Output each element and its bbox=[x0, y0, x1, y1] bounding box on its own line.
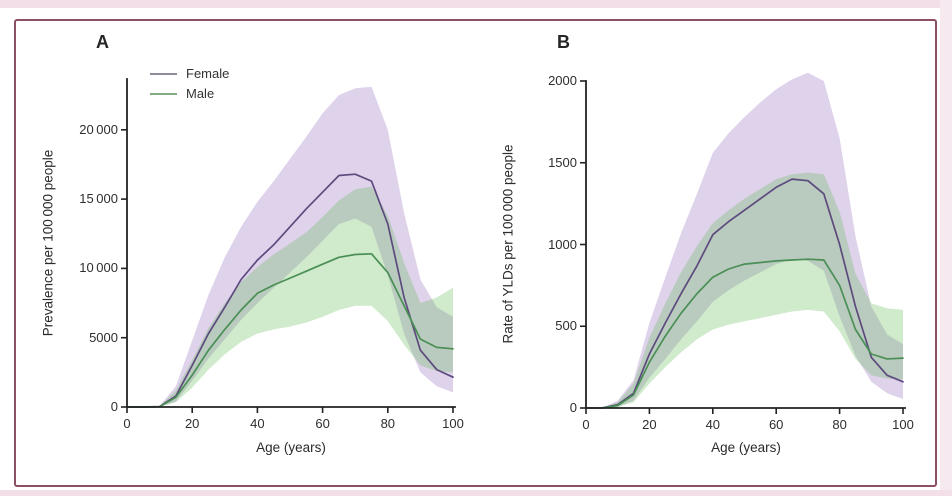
legend-label-male: Male bbox=[186, 86, 215, 101]
x-tick-label: 0 bbox=[582, 417, 590, 432]
panel-b-label: B bbox=[557, 32, 570, 52]
y-tick-label: 0 bbox=[569, 400, 577, 415]
legend: Female Male bbox=[150, 66, 229, 101]
y-tick-label: 20 000 bbox=[79, 121, 118, 137]
y-tick-label: 500 bbox=[555, 318, 577, 334]
female-line-swatch bbox=[150, 72, 177, 75]
panel-a-y-axis-title: Prevalence per 100 000 people bbox=[40, 149, 56, 337]
page-edge-top bbox=[0, 0, 952, 8]
page-edge-right bbox=[940, 0, 952, 496]
x-tick-label: 80 bbox=[380, 416, 396, 431]
panel-a-label: A bbox=[96, 32, 109, 52]
x-tick-label: 60 bbox=[315, 416, 330, 431]
figure-frame bbox=[14, 19, 937, 487]
y-tick-label: 1500 bbox=[548, 154, 577, 170]
legend-item-female: Female bbox=[150, 66, 229, 81]
panel-a-x-axis-title: Age (years) bbox=[256, 440, 326, 455]
x-tick-label: 20 bbox=[642, 417, 657, 432]
x-tick-label: 0 bbox=[123, 416, 131, 431]
page-edge-bottom bbox=[0, 490, 952, 496]
legend-item-male: Male bbox=[150, 86, 229, 101]
y-tick-label: 5000 bbox=[89, 329, 118, 345]
x-tick-label: 60 bbox=[768, 417, 784, 432]
panel-b-x-axis-title: Age (years) bbox=[711, 440, 781, 455]
y-tick-label: 15 000 bbox=[79, 191, 118, 207]
y-tick-label: 0 bbox=[110, 399, 118, 414]
x-tick-label: 100 bbox=[892, 417, 914, 432]
x-tick-label: 80 bbox=[832, 417, 847, 432]
y-tick-label: 1000 bbox=[548, 236, 577, 252]
y-tick-label: 2000 bbox=[548, 73, 577, 88]
x-tick-label: 40 bbox=[705, 417, 721, 432]
male-line-swatch bbox=[150, 92, 177, 95]
x-tick-label: 100 bbox=[442, 416, 464, 431]
legend-label-female: Female bbox=[186, 66, 230, 81]
x-tick-label: 40 bbox=[250, 416, 265, 431]
y-tick-label: 10 000 bbox=[79, 260, 118, 276]
x-tick-label: 20 bbox=[184, 416, 200, 431]
